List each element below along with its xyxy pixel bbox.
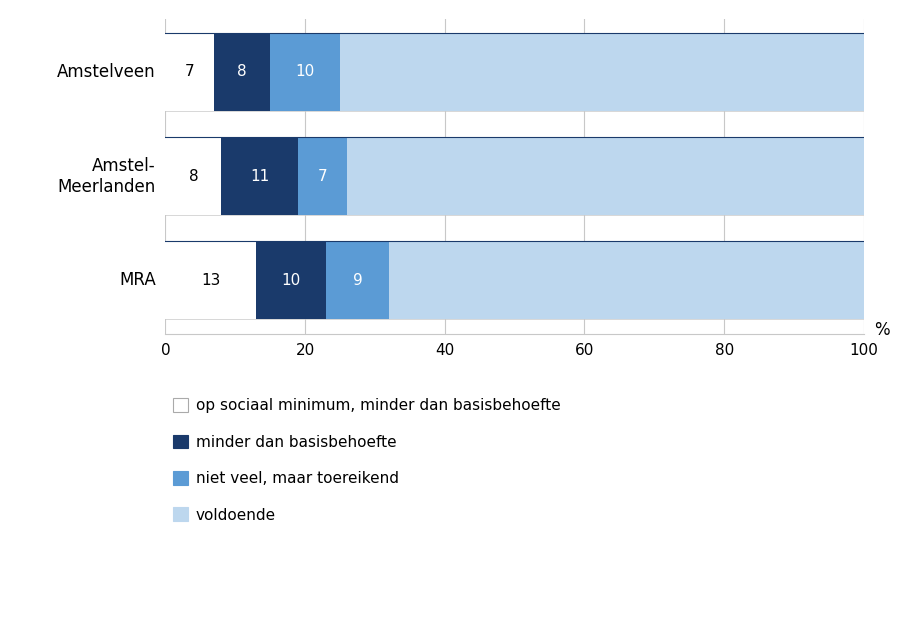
Bar xyxy=(165,137,221,215)
Text: 7: 7 xyxy=(185,64,195,80)
Text: 8: 8 xyxy=(237,64,247,80)
Bar xyxy=(298,137,347,215)
Bar xyxy=(389,241,864,320)
Bar xyxy=(340,33,864,111)
Bar xyxy=(165,33,214,111)
Bar xyxy=(221,137,298,215)
Bar xyxy=(214,33,270,111)
Text: 11: 11 xyxy=(250,169,269,184)
Text: 8: 8 xyxy=(188,169,199,184)
Text: 13: 13 xyxy=(201,273,221,288)
Text: %: % xyxy=(874,321,890,339)
Bar xyxy=(270,33,340,111)
Text: 7: 7 xyxy=(318,169,327,184)
Text: 10: 10 xyxy=(296,64,314,80)
Bar xyxy=(165,241,256,320)
Text: 9: 9 xyxy=(353,273,362,288)
Bar xyxy=(326,241,389,320)
Bar xyxy=(256,241,326,320)
Legend: op sociaal minimum, minder dan basisbehoefte, minder dan basisbehoefte, niet vee: op sociaal minimum, minder dan basisbeho… xyxy=(173,398,561,523)
Bar xyxy=(347,137,864,215)
Text: 10: 10 xyxy=(281,273,301,288)
